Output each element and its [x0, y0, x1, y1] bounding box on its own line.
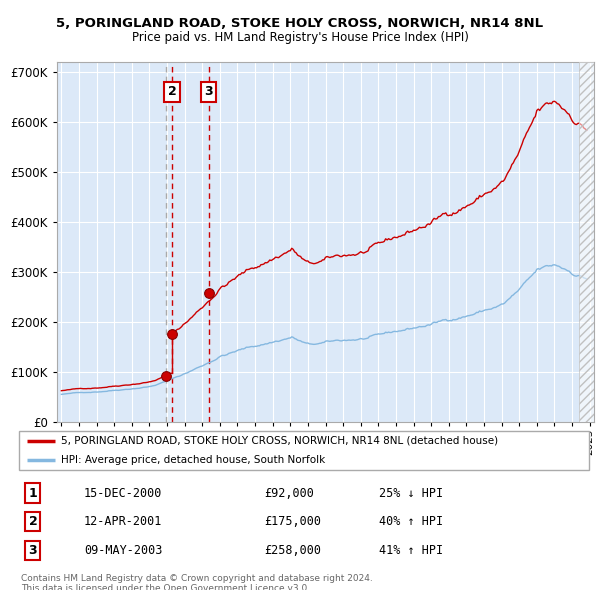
Text: 2: 2: [29, 515, 37, 529]
Text: 40% ↑ HPI: 40% ↑ HPI: [379, 515, 443, 529]
Text: 12-APR-2001: 12-APR-2001: [84, 515, 162, 529]
Bar: [580, 62, 594, 422]
Text: £92,000: £92,000: [265, 487, 314, 500]
Text: Price paid vs. HM Land Registry's House Price Index (HPI): Price paid vs. HM Land Registry's House …: [131, 31, 469, 44]
Text: Contains HM Land Registry data © Crown copyright and database right 2024.: Contains HM Land Registry data © Crown c…: [21, 574, 373, 583]
Text: 5, PORINGLAND ROAD, STOKE HOLY CROSS, NORWICH, NR14 8NL (detached house): 5, PORINGLAND ROAD, STOKE HOLY CROSS, NO…: [61, 435, 498, 445]
Text: 41% ↑ HPI: 41% ↑ HPI: [379, 544, 443, 557]
Text: This data is licensed under the Open Government Licence v3.0.: This data is licensed under the Open Gov…: [21, 584, 310, 590]
Text: 2: 2: [167, 86, 176, 99]
Text: 1: 1: [29, 487, 37, 500]
Text: £175,000: £175,000: [265, 515, 322, 529]
Bar: [580, 62, 594, 422]
Text: 25% ↓ HPI: 25% ↓ HPI: [379, 487, 443, 500]
Text: HPI: Average price, detached house, South Norfolk: HPI: Average price, detached house, Sout…: [61, 455, 325, 466]
Text: 3: 3: [29, 544, 37, 557]
Text: £258,000: £258,000: [265, 544, 322, 557]
FancyBboxPatch shape: [19, 431, 589, 470]
Text: 5, PORINGLAND ROAD, STOKE HOLY CROSS, NORWICH, NR14 8NL: 5, PORINGLAND ROAD, STOKE HOLY CROSS, NO…: [56, 17, 544, 30]
Text: 3: 3: [204, 86, 213, 99]
Text: 15-DEC-2000: 15-DEC-2000: [84, 487, 162, 500]
Text: 09-MAY-2003: 09-MAY-2003: [84, 544, 162, 557]
